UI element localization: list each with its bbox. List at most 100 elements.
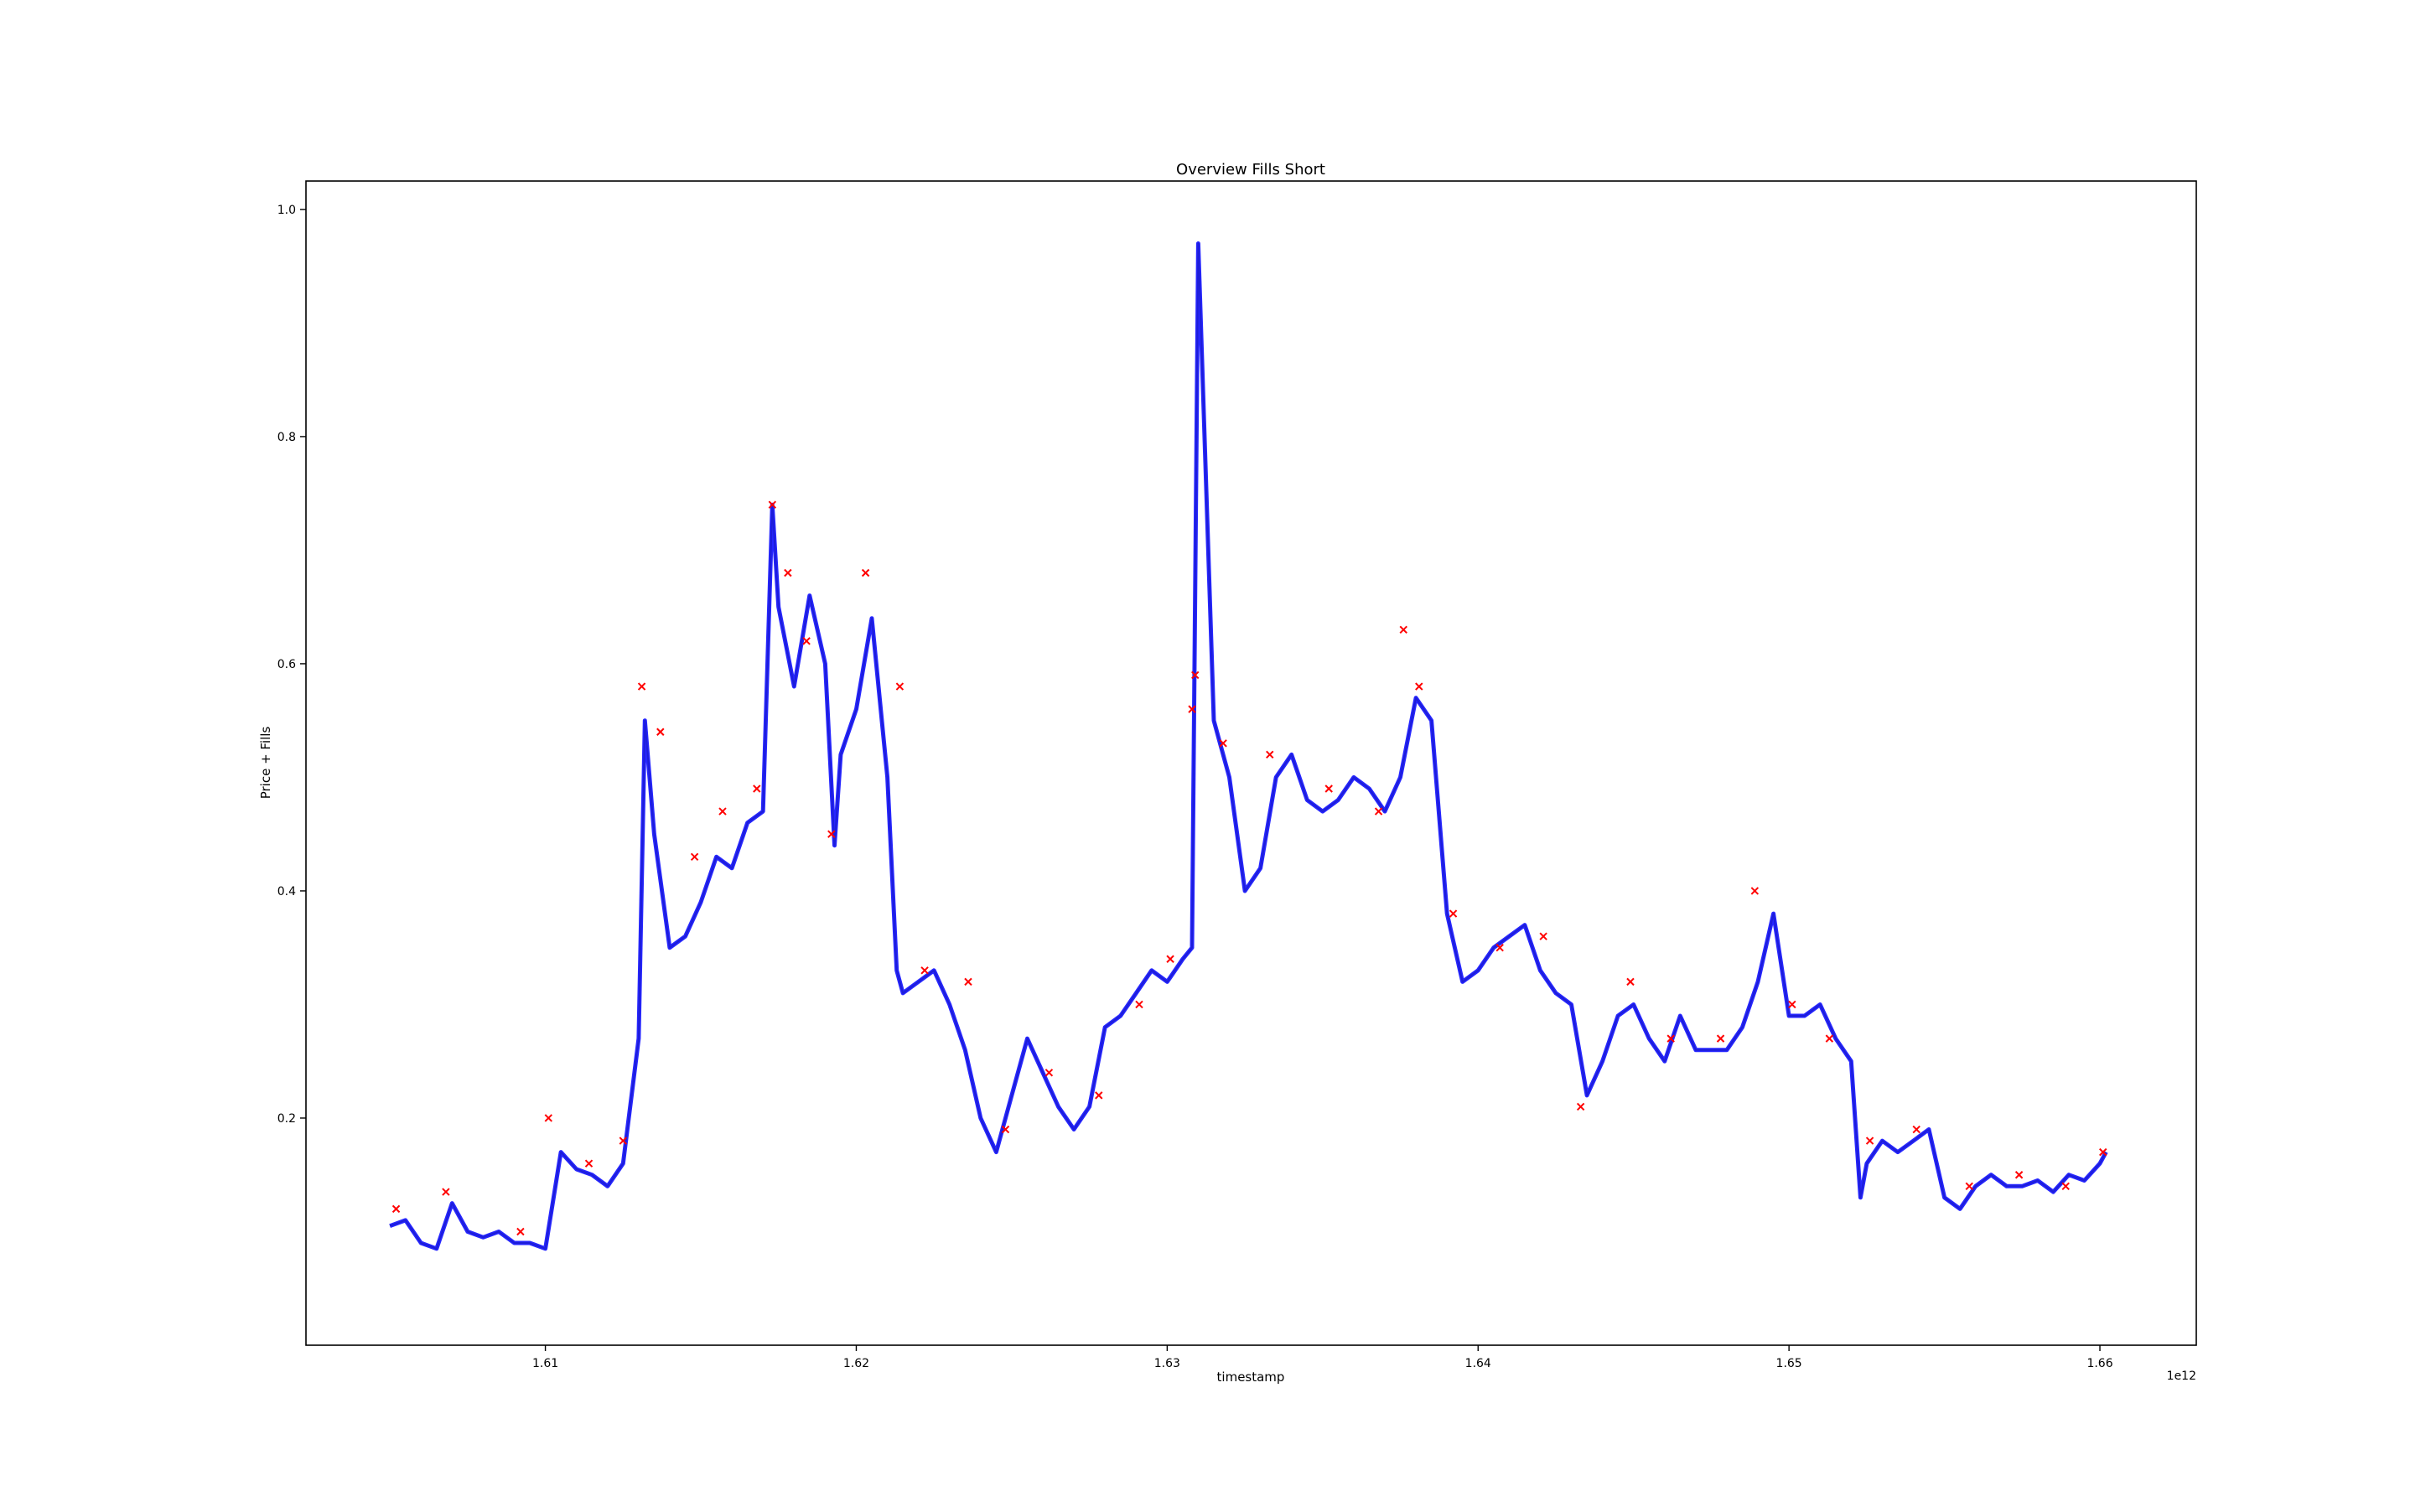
red-fill-stroke-b-47 <box>2099 1147 2107 1157</box>
red-fill-marker-6 <box>637 682 646 691</box>
red-fill-stroke-b-9 <box>718 807 727 816</box>
red-fill-marker-33 <box>1495 944 1504 952</box>
red-fill-marker-27 <box>1266 750 1274 759</box>
red-fill-marker-30 <box>1399 625 1407 634</box>
red-fill-stroke-b-37 <box>1666 1034 1675 1043</box>
y-tick-label-4: 1.0 <box>277 204 296 217</box>
red-fill-marker-15 <box>861 568 870 577</box>
y-tick-label-1: 0.4 <box>277 885 296 898</box>
red-fill-marker-13 <box>802 637 811 645</box>
red-fill-marker-47 <box>2099 1147 2107 1157</box>
red-fill-marker-25 <box>1191 671 1200 680</box>
red-fill-stroke-b-36 <box>1626 977 1635 986</box>
red-fill-stroke-b-19 <box>1001 1125 1010 1134</box>
red-fill-stroke-b-45 <box>2014 1171 2024 1179</box>
red-fill-marker-42 <box>1865 1137 1874 1145</box>
x-tick-label-1: 1.62 <box>843 1357 869 1370</box>
red-fill-marker-0 <box>391 1204 401 1214</box>
red-fill-stroke-b-16 <box>895 682 904 691</box>
plot-frame <box>305 180 2197 1346</box>
red-fill-marker-38 <box>1716 1034 1725 1043</box>
red-fill-marker-2 <box>516 1227 525 1236</box>
red-fill-stroke-b-8 <box>690 852 699 862</box>
red-fill-marker-23 <box>1166 955 1174 963</box>
red-fill-stroke-b-0 <box>391 1204 401 1214</box>
red-fill-stroke-b-38 <box>1716 1034 1725 1043</box>
red-fill-stroke-b-4 <box>584 1159 593 1168</box>
red-fill-marker-14 <box>827 830 836 838</box>
red-fill-stroke-b-21 <box>1095 1091 1103 1100</box>
red-fill-stroke-b-6 <box>637 682 646 691</box>
red-fill-stroke-b-35 <box>1576 1102 1585 1111</box>
red-fill-stroke-b-26 <box>1219 739 1227 748</box>
x-axis-offset-label: 1e12 <box>2167 1370 2196 1383</box>
y-axis-label: Price + Fills <box>258 727 273 800</box>
red-fill-marker-9 <box>718 807 727 816</box>
red-fill-stroke-b-15 <box>861 568 870 577</box>
red-fill-stroke-b-2 <box>516 1227 525 1236</box>
x-tick-label-0: 1.61 <box>532 1357 558 1370</box>
red-fill-stroke-b-22 <box>1135 1000 1143 1009</box>
series-layer <box>389 241 2108 1251</box>
red-fill-stroke-b-27 <box>1266 750 1274 759</box>
red-fill-marker-32 <box>1449 909 1458 918</box>
red-fill-marker-21 <box>1095 1091 1103 1100</box>
red-fill-stroke-b-24 <box>1188 705 1196 713</box>
x-axis-label: timestamp <box>1217 1370 1285 1385</box>
red-fill-marker-39 <box>1750 887 1760 895</box>
x-tick-label-3: 1.64 <box>1465 1357 1491 1370</box>
red-fill-stroke-b-42 <box>1865 1137 1874 1145</box>
red-fill-stroke-b-41 <box>1825 1034 1834 1043</box>
red-fill-marker-18 <box>964 977 972 986</box>
y-tick-label-3: 0.8 <box>277 431 296 444</box>
red-fill-marker-46 <box>2061 1182 2070 1190</box>
red-fill-marker-24 <box>1188 705 1196 713</box>
x-tick-label-4: 1.65 <box>1776 1357 1802 1370</box>
x-axis: 1.61 1.62 1.63 1.64 1.65 1.66 <box>532 1345 2113 1370</box>
red-fill-stroke-b-43 <box>1912 1125 1920 1134</box>
red-fill-marker-5 <box>619 1137 628 1145</box>
red-fill-marker-28 <box>1324 784 1333 793</box>
red-fill-stroke-b-10 <box>753 784 761 793</box>
red-fill-marker-31 <box>1415 682 1423 691</box>
red-fill-stroke-b-29 <box>1374 807 1383 816</box>
red-fill-marker-7 <box>656 728 665 736</box>
red-fill-marker-44 <box>1965 1182 1973 1190</box>
red-fill-marker-37 <box>1666 1034 1675 1043</box>
red-fill-stroke-b-39 <box>1750 887 1760 895</box>
red-fill-stroke-b-31 <box>1415 682 1423 691</box>
red-fill-stroke-b-17 <box>920 966 929 975</box>
red-fill-stroke-b-12 <box>784 568 792 577</box>
red-fill-stroke-b-20 <box>1044 1069 1054 1077</box>
red-fill-marker-43 <box>1912 1125 1920 1134</box>
red-fill-marker-19 <box>1001 1125 1010 1134</box>
red-fill-stroke-b-44 <box>1965 1182 1973 1190</box>
chart-title: Overview Fills Short <box>1176 161 1325 179</box>
red-fill-stroke-b-28 <box>1324 784 1333 793</box>
red-fill-marker-41 <box>1825 1034 1834 1043</box>
red-fill-stroke-b-40 <box>1788 1000 1796 1009</box>
red-fill-marker-26 <box>1219 739 1227 748</box>
y-tick-label-2: 0.6 <box>277 658 296 671</box>
red-fill-stroke-b-30 <box>1399 625 1407 634</box>
red-fill-stroke-b-3 <box>544 1114 552 1122</box>
red-fill-marker-10 <box>753 784 761 793</box>
red-fill-stroke-b-34 <box>1539 932 1547 940</box>
red-fill-marker-3 <box>544 1114 552 1122</box>
red-fill-marker-1 <box>442 1188 450 1196</box>
red-fill-stroke-b-18 <box>964 977 972 986</box>
red-fill-marker-34 <box>1539 932 1547 940</box>
red-fill-marker-35 <box>1576 1102 1585 1111</box>
red-fill-stroke-b-25 <box>1191 671 1200 680</box>
red-fill-marker-4 <box>584 1159 593 1168</box>
red-fill-stroke-b-46 <box>2061 1182 2070 1190</box>
red-fill-stroke-b-7 <box>656 728 665 736</box>
red-fill-marker-11 <box>768 500 777 509</box>
red-fill-marker-45 <box>2014 1171 2024 1179</box>
blue-fills-band-0 <box>389 241 2108 1251</box>
red-fill-stroke-b-5 <box>619 1137 628 1145</box>
x-tick-label-2: 1.63 <box>1154 1357 1180 1370</box>
red-fill-marker-36 <box>1626 977 1635 986</box>
red-fill-marker-40 <box>1788 1000 1796 1009</box>
